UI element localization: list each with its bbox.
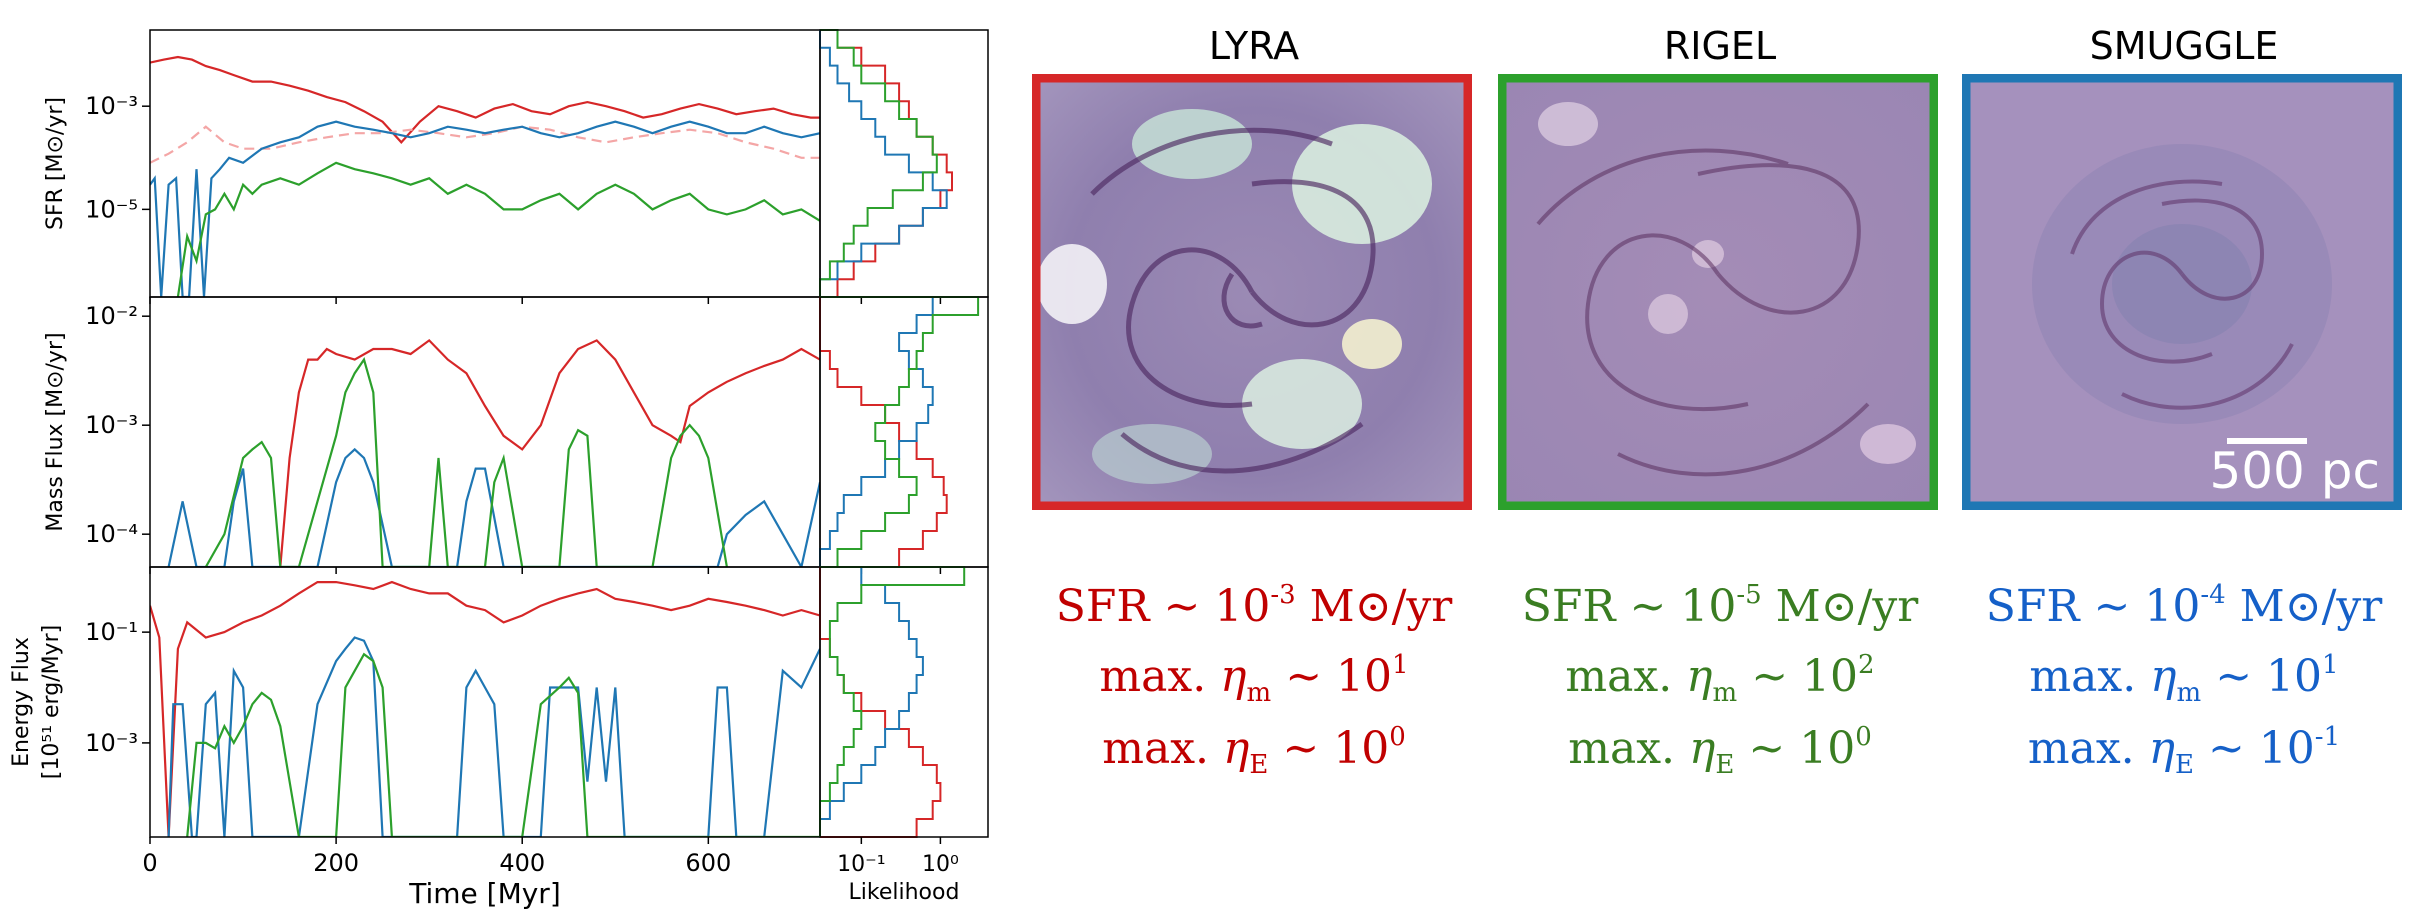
x-axis-label: Time [Myr] (408, 877, 561, 910)
series-line-lyra (279, 338, 820, 567)
histogram-panel-1 (819, 29, 989, 304)
series-line-smuggle (150, 120, 820, 297)
series-line-lyra-dashed- (150, 125, 820, 164)
series-line-rigel (204, 357, 728, 567)
panel-1: 10⁻³ 10⁻⁵ SFR [M⊙/yr] (43, 29, 821, 304)
panel-border-rigel (1498, 74, 1938, 510)
histogram-smuggle (819, 296, 934, 567)
stat-eta-e-rigel: max. ηE ~ 100 (1568, 722, 1872, 780)
histogram-rigel (819, 566, 966, 837)
series-line-smuggle (167, 636, 820, 837)
y-tick-label: 10⁻³ (85, 411, 138, 439)
histogram-lyra (819, 567, 942, 838)
histogram-smuggle (819, 566, 924, 837)
image-panel-rigel (1498, 74, 1938, 510)
histogram-frame (819, 296, 989, 568)
y-tick-label: 10⁻³ (85, 92, 138, 120)
histogram-lyra (819, 297, 948, 568)
series-line-smuggle (167, 447, 820, 567)
x-tick-label: 200 (313, 849, 359, 877)
x-tick-label: 0 (142, 849, 157, 877)
panel-3: 10⁻¹ 10⁻³ 0 200 400 600 Energy Flux [10⁵¹ erg/M… (9, 566, 821, 910)
scale-bar-label: 500 pc (2209, 442, 2380, 500)
y-axis-label: Energy Flux [10⁵¹ erg/Myr] (9, 625, 64, 779)
panel-border-smuggle (1962, 74, 2402, 510)
stat-eta-e-lyra: max. ηE ~ 100 (1102, 722, 1406, 780)
scale-bar (2227, 438, 2307, 444)
image-panel-lyra (1032, 74, 1472, 510)
y-tick-label: 10⁻⁴ (85, 520, 138, 548)
panel-2: 10⁻² 10⁻³ 10⁻⁴ Mass Flux [M⊙/yr] (43, 296, 821, 574)
y-axis-label-line1: Energy Flux (9, 637, 34, 767)
series-line-lyra (150, 55, 820, 144)
x-tick-label: 600 (685, 849, 731, 877)
stat-sfr-lyra: SFR ~ 10-3 M⊙/yr (1055, 580, 1453, 632)
stat-eta-m-smuggle: max. ηm ~ 101 (2029, 650, 2339, 708)
y-axis-label-line2: [10⁵¹ erg/Myr] (39, 625, 64, 779)
stat-eta-m-lyra: max. ηm ~ 101 (1099, 650, 1409, 708)
series-line-lyra (150, 580, 820, 837)
y-tick-label: 10⁻⁵ (85, 195, 138, 223)
model-title-lyra: LYRA (1208, 24, 1300, 68)
image-panel-smuggle: 500 pc (1962, 74, 2402, 510)
y-axis-label: Mass Flux [M⊙/yr] (43, 332, 68, 531)
y-tick-label: 10⁻¹ (85, 618, 138, 646)
model-title-rigel: RIGEL (1663, 24, 1777, 68)
panel-border-lyra (1032, 74, 1472, 510)
histogram-rigel (820, 296, 980, 568)
histogram-x-axis-label: Likelihood (849, 880, 960, 905)
histogram-frame (819, 29, 989, 298)
series-line-rigel (186, 652, 820, 837)
histogram-smuggle (819, 30, 948, 297)
histogram-lyra (820, 29, 953, 298)
x-tick-label: 400 (499, 849, 545, 877)
y-tick-label: 10⁻³ (85, 729, 138, 757)
y-tick-label: 10⁻² (85, 302, 138, 330)
model-title-smuggle: SMUGGLE (2089, 24, 2279, 68)
stat-eta-m-rigel: max. ηm ~ 102 (1565, 650, 1875, 708)
histogram-panel-3 (819, 566, 989, 844)
histogram-rigel (819, 29, 938, 297)
stat-sfr-smuggle: SFR ~ 10-4 M⊙/yr (1985, 580, 2383, 632)
y-axis-label: SFR [M⊙/yr] (43, 97, 68, 230)
histogram-frame (819, 566, 989, 838)
histogram-x-tick-label: 10⁻¹ (837, 852, 885, 877)
axes-frame (149, 29, 821, 298)
histogram-x-tick-label: 10⁰ (922, 852, 959, 877)
chart-figure: 10⁻³ 10⁻⁵ SFR [M⊙/yr] 10⁻² 10⁻³ 10⁻⁴ Mass Flux… (9, 29, 989, 910)
stat-sfr-rigel: SFR ~ 10-5 M⊙/yr (1521, 580, 1919, 632)
series-line-rigel (176, 161, 820, 297)
histogram-panel-2 (819, 296, 989, 574)
stat-eta-e-smuggle: max. ηE ~ 10-1 (2027, 722, 2341, 780)
